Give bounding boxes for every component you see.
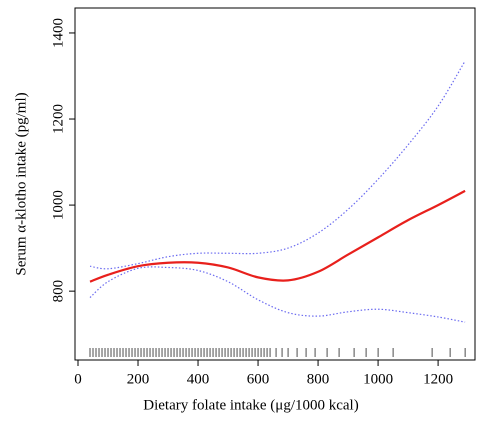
x-tick-label: 0	[74, 371, 82, 387]
y-tick-label: 800	[50, 280, 66, 303]
y-tick-label: 1400	[50, 18, 66, 48]
x-tick-label: 200	[127, 371, 150, 387]
x-tick-label: 1200	[423, 371, 453, 387]
y-tick-label: 1000	[50, 190, 66, 220]
x-tick-label: 400	[187, 371, 210, 387]
plot-frame	[74, 7, 476, 361]
x-tick-label: 600	[247, 371, 270, 387]
confidence-band	[89, 266, 466, 323]
x-tick-label: 1000	[363, 371, 393, 387]
confidence-band	[89, 60, 466, 270]
fit-line	[89, 189, 466, 283]
y-axis-label: Serum α-klotho intake (pg/ml)	[13, 92, 29, 275]
x-tick-label: 800	[307, 371, 330, 387]
y-tick-label: 1200	[50, 104, 66, 134]
x-axis-label: Dietary folate intake (μg/1000 kcal)	[143, 397, 358, 413]
